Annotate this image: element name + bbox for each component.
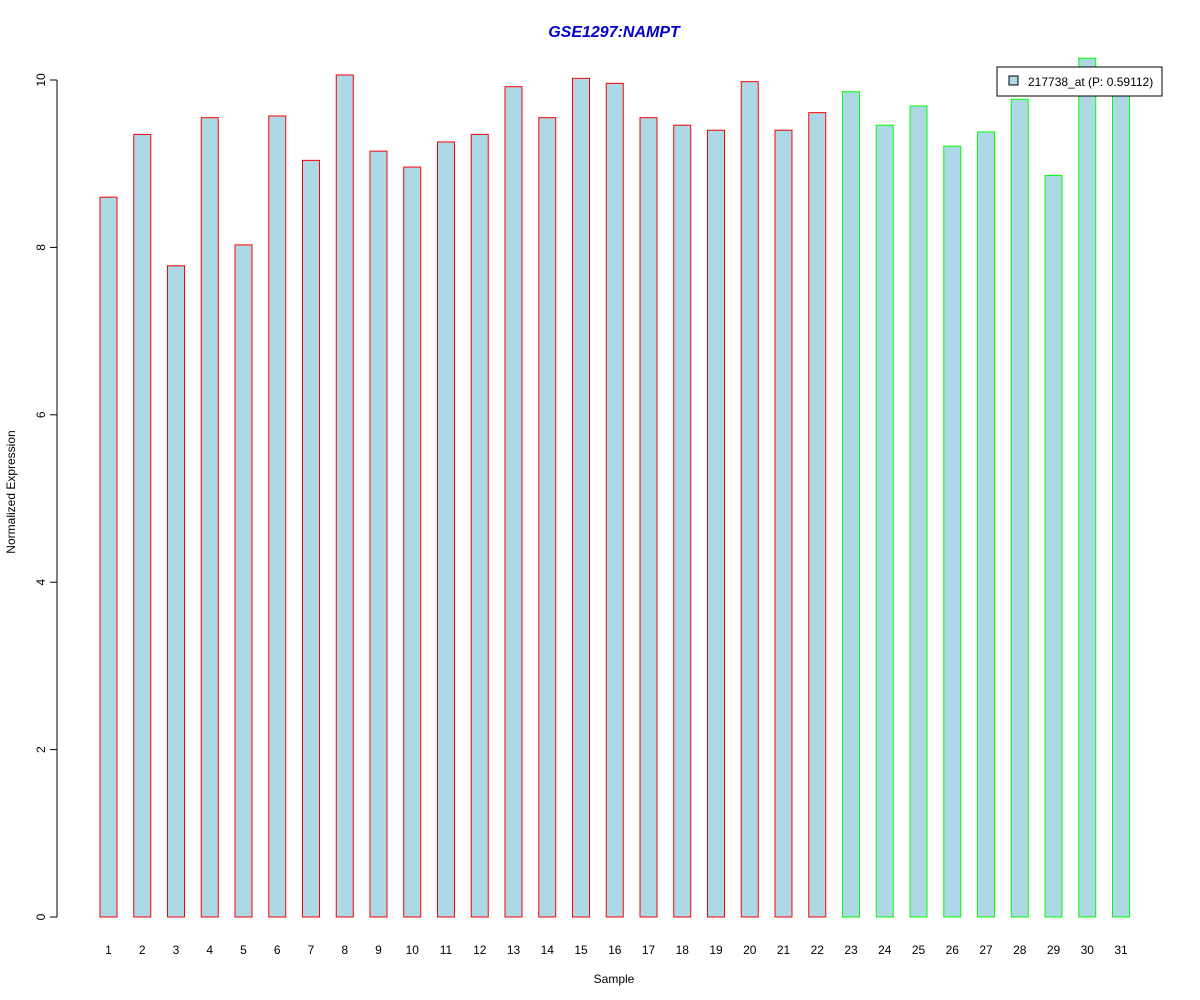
x-tick-label: 27 [979, 943, 993, 957]
x-tick-label: 5 [240, 943, 247, 957]
x-tick-label: 31 [1114, 943, 1128, 957]
bar-sample-31 [1112, 89, 1130, 918]
bar-sample-6 [268, 115, 287, 918]
bar-sample-14 [538, 117, 557, 918]
bar-sample-12 [470, 133, 489, 918]
x-tick-label: 21 [777, 943, 791, 957]
bar-sample-2 [133, 133, 152, 918]
y-tick-label: 2 [34, 746, 48, 753]
x-tick-label: 18 [676, 943, 690, 957]
y-tick-label: 6 [34, 411, 48, 418]
x-tick-label: 9 [375, 943, 382, 957]
bar-sample-17 [639, 117, 658, 918]
x-tick-label: 13 [507, 943, 521, 957]
x-tick-label: 4 [206, 943, 213, 957]
bar-sample-13 [504, 86, 523, 918]
bar-sample-21 [774, 129, 793, 918]
x-axis-label: Sample [594, 972, 635, 986]
bar-sample-23 [842, 91, 860, 918]
bar-sample-16 [605, 82, 624, 918]
bar-sample-20 [740, 81, 759, 918]
x-tick-label: 6 [274, 943, 281, 957]
bar-sample-7 [302, 159, 320, 918]
x-tick-label: 24 [878, 943, 892, 957]
bar-sample-5 [234, 244, 253, 918]
bar-sample-27 [977, 131, 995, 918]
x-tick-label: 26 [946, 943, 960, 957]
bar-sample-26 [943, 145, 962, 918]
bar-sample-25 [909, 105, 928, 918]
y-tick-label: 4 [34, 579, 48, 586]
legend-box [996, 66, 1163, 97]
x-tick-label: 3 [173, 943, 180, 957]
x-tick-label: 25 [912, 943, 926, 957]
y-axis: 0 2 4 6 8 10 [34, 73, 58, 920]
bar-sample-8 [335, 74, 354, 918]
y-tick-label: 0 [34, 913, 48, 920]
bar-sample-22 [808, 112, 827, 918]
x-tick-label: 1 [105, 943, 112, 957]
x-tick-label: 20 [743, 943, 757, 957]
x-tick-label: 14 [541, 943, 555, 957]
bar-sample-10 [403, 166, 422, 918]
x-tick-label: 19 [709, 943, 723, 957]
bar-sample-19 [707, 129, 725, 918]
x-axis-tick-labels: 1 2 3 4 5 6 7 8 9 10 11 12 13 14 15 16 17 18 19 20 21 22 23 24 2… [105, 943, 1128, 957]
x-tick-label: 7 [308, 943, 315, 957]
bar-sample-24 [875, 124, 894, 918]
chart-title: GSE1297:NAMPT [548, 24, 681, 41]
y-tick-label: 8 [34, 244, 48, 251]
x-tick-label: 16 [608, 943, 622, 957]
bar-sample-15 [572, 77, 590, 918]
bar-sample-29 [1044, 174, 1063, 918]
x-tick-label: 28 [1013, 943, 1027, 957]
x-tick-label: 15 [574, 943, 588, 957]
bar-sample-9 [369, 150, 388, 918]
y-axis-label: Normalized Expression [4, 430, 18, 553]
bar-sample-18 [673, 124, 692, 918]
x-tick-label: 22 [811, 943, 825, 957]
x-tick-label: 10 [406, 943, 420, 957]
bars-group [99, 57, 1130, 918]
x-tick-label: 12 [473, 943, 487, 957]
x-tick-label: 11 [440, 943, 453, 957]
x-tick-label: 23 [844, 943, 858, 957]
x-tick-label: 29 [1047, 943, 1061, 957]
legend-label: 217738_at (P: 0.59112) [1028, 75, 1153, 89]
y-tick-label: 10 [34, 73, 48, 87]
x-tick-label: 30 [1081, 943, 1095, 957]
legend-swatch [1008, 75, 1019, 86]
bar-sample-1 [99, 196, 118, 918]
bar-sample-3 [167, 265, 185, 918]
bar-sample-30 [1078, 57, 1097, 918]
x-tick-label: 17 [642, 943, 656, 957]
bar-sample-4 [200, 117, 219, 918]
bar-sample-28 [1010, 98, 1029, 918]
x-tick-label: 2 [139, 943, 146, 957]
x-tick-label: 8 [341, 943, 348, 957]
bar-sample-11 [437, 141, 455, 918]
legend: 217738_at (P: 0.59112) [996, 66, 1163, 97]
